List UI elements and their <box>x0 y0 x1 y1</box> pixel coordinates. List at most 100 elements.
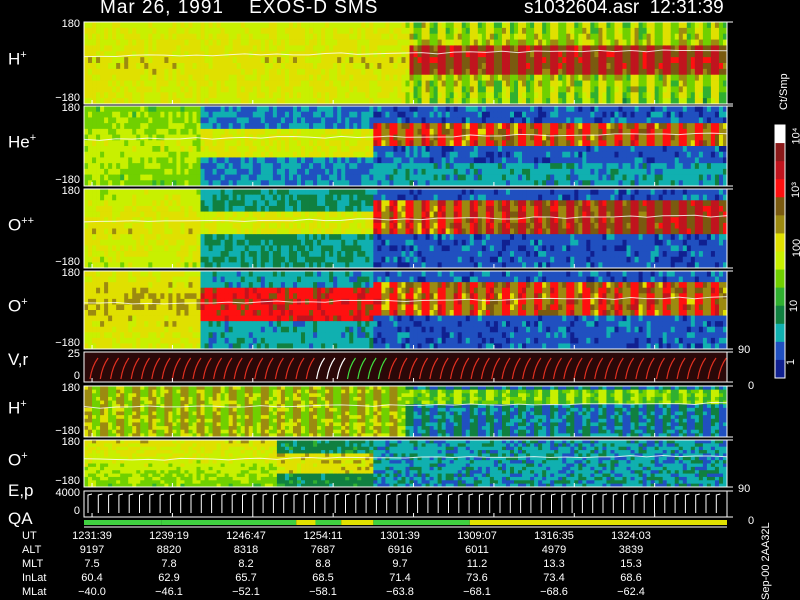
footer-cell: 1309:07 <box>457 530 497 542</box>
panel-label: O+ <box>8 449 28 470</box>
panel-frame <box>83 439 728 488</box>
footer-row-label: InLat <box>22 572 47 584</box>
y-tick-min: −180 <box>55 174 80 186</box>
panel-frame <box>83 188 728 269</box>
panel-0-spectrogram <box>83 22 728 105</box>
footer-cell: 1239:19 <box>149 530 189 542</box>
footer-cell: −46.1 <box>155 586 183 598</box>
panel-frame <box>83 490 728 518</box>
footer-cell: 1231:39 <box>72 530 112 542</box>
y-tick-max: 4000 <box>55 487 80 499</box>
footer-cell: −68.6 <box>540 586 568 598</box>
footer-cell: 8.2 <box>238 558 254 570</box>
panel-5-spectrogram <box>83 386 728 438</box>
footer-cell: 3839 <box>618 544 644 556</box>
colorbar-tick: 1 <box>785 358 798 366</box>
qa-bar <box>84 520 727 525</box>
panel-label: E,p <box>8 481 34 500</box>
footer-cell: −58.1 <box>309 586 337 598</box>
panel-label: He+ <box>8 132 37 152</box>
footer-cell: 13.3 <box>543 558 565 570</box>
panel-frame <box>83 385 728 438</box>
footer-cell: 73.4 <box>543 572 565 584</box>
footer-cell: 9197 <box>79 544 105 556</box>
y-tick-max: 25 <box>67 348 80 360</box>
panel-frame <box>83 270 728 350</box>
panel-2-spectrogram <box>83 189 728 269</box>
footer-row-label: MLT <box>22 558 44 570</box>
footer-cell: 62.9 <box>158 572 180 584</box>
colorbar-unit: Ct/Smp <box>778 73 790 110</box>
footer-cell: 15.3 <box>620 558 642 570</box>
panel-3-spectrogram <box>83 271 728 350</box>
footer-cell: −68.1 <box>463 586 491 598</box>
y-tick-max: 180 <box>61 102 80 114</box>
footer-row-label: UT <box>22 530 37 542</box>
panel-frame <box>83 351 728 383</box>
footer-tag: Sep-00 2AA32L <box>760 522 772 600</box>
panel-label: O+ <box>8 296 28 316</box>
colorbar-tick: 100 <box>791 238 800 258</box>
footer-cell: 60.4 <box>81 572 103 584</box>
colorbar-tick: 10 <box>788 299 800 313</box>
footer-cell: −62.4 <box>617 586 645 598</box>
y-tick-min: −180 <box>55 92 80 104</box>
footer-cell: 1246:47 <box>226 530 266 542</box>
panel-label: O++ <box>8 214 35 235</box>
y-tick-min: −180 <box>55 337 80 349</box>
footer-cell: −63.8 <box>386 586 414 598</box>
right-tick: 90 <box>738 344 751 356</box>
footer-cell: 7.8 <box>161 558 177 570</box>
y-tick-max: 180 <box>61 18 80 30</box>
footer-cell: 65.7 <box>235 572 257 584</box>
colorbar-tick: 10⁴ <box>790 127 800 145</box>
y-tick-min: −180 <box>55 475 80 487</box>
footer-cell: 8.8 <box>315 558 331 570</box>
footer-cell: 1301:39 <box>380 530 420 542</box>
footer-cell: 68.5 <box>312 572 334 584</box>
footer-cell: 6011 <box>465 544 489 556</box>
footer-cell: 1324:03 <box>611 530 651 542</box>
footer-cell: 8318 <box>233 544 259 556</box>
panel-1-spectrogram <box>83 106 728 187</box>
right-tick: 90 <box>738 483 751 495</box>
footer-cell: 1254:11 <box>303 530 343 542</box>
y-tick-min: −180 <box>55 256 80 268</box>
velocity-panel <box>84 352 727 382</box>
y-tick-max: 180 <box>61 267 80 279</box>
y-tick-min: 0 <box>73 505 80 517</box>
y-tick-max: 180 <box>61 436 80 448</box>
footer-cell: 7.5 <box>84 558 100 570</box>
footer-cell: 11.2 <box>466 558 488 570</box>
colorbar <box>774 124 786 379</box>
footer-row-label: ALT <box>22 544 42 556</box>
panel-label: H+ <box>8 397 27 418</box>
panel-frame <box>83 21 728 105</box>
y-tick-min: 0 <box>73 370 80 382</box>
y-tick-max: 180 <box>61 185 80 197</box>
right-tick: 0 <box>748 515 755 527</box>
footer-cell: −40.0 <box>78 586 106 598</box>
panel-label: H+ <box>8 49 27 69</box>
qa-label: QA <box>8 509 33 528</box>
right-tick: 0 <box>748 380 755 392</box>
footer-cell: 4979 <box>541 544 567 556</box>
panel-6-spectrogram <box>83 440 728 488</box>
footer-cell: 8820 <box>156 544 182 556</box>
footer-cell: 73.6 <box>466 572 488 584</box>
footer-cell: 71.4 <box>389 572 411 584</box>
footer-cell: 6916 <box>387 544 413 556</box>
file-time-label: s1032604.asr 12:31:39 <box>524 0 724 18</box>
footer-row-label: MLat <box>22 586 47 598</box>
energy-panel <box>87 493 721 513</box>
y-tick-max: 180 <box>61 382 80 394</box>
footer-cell: 7687 <box>310 544 336 556</box>
footer-cell: 9.7 <box>392 558 408 570</box>
panel-frame <box>83 105 728 187</box>
footer-cell: 1316:35 <box>534 530 574 542</box>
panel-label: V,r <box>8 350 29 369</box>
plot-title: Mar 26, 1991 EXOS-D SMS <box>100 0 379 18</box>
y-tick-min: −180 <box>55 425 80 437</box>
footer-cell: −52.1 <box>232 586 260 598</box>
